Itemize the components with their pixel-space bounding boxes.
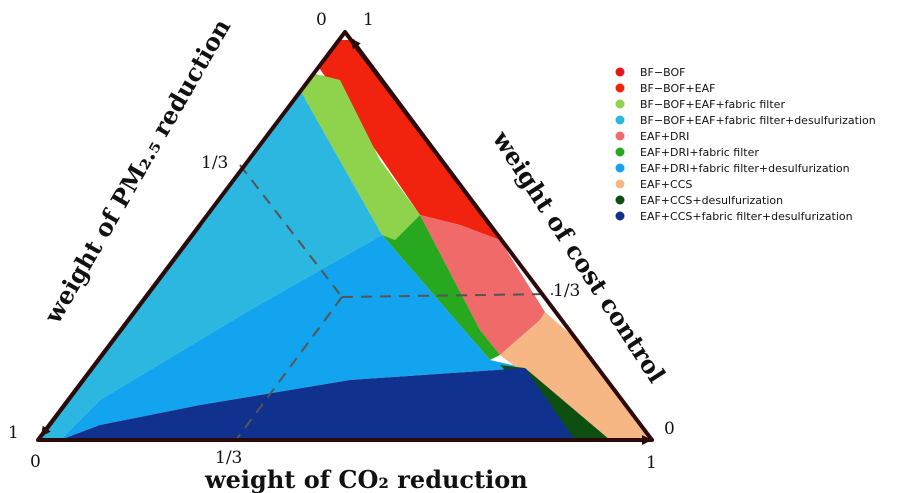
legend-marker-10 (615, 211, 625, 221)
legend-label-5: EAF+DRI (640, 130, 689, 143)
guide-line-left (239, 164, 343, 298)
legend-label-9: EAF+CCS+desulfurization (640, 194, 783, 207)
legend-label-7: EAF+DRI+fabric filter+desulfurization (640, 162, 850, 175)
tick-right-third: 1/3 (553, 281, 580, 301)
arrow-left-axis (40, 223, 202, 437)
legend-marker-2 (615, 83, 625, 93)
region-3 (300, 70, 420, 240)
legend-marker-9 (615, 195, 625, 205)
tick-bottom-left-upper: 1 (8, 423, 19, 443)
legend-marker-8 (615, 179, 625, 189)
guide-line-bottom (235, 296, 343, 441)
legend-marker-3 (615, 99, 625, 109)
region-5 (382, 215, 500, 360)
tick-bottom-left-lower: 0 (30, 452, 41, 472)
tick-bottom-right-lower: 1 (646, 453, 657, 473)
region-2 (420, 215, 545, 355)
tick-top-right: 1 (363, 10, 374, 30)
legend-marker-6 (615, 147, 625, 157)
legend-label-2: BF−BOF+EAF (640, 82, 715, 95)
tick-left-third: 1/3 (201, 153, 228, 173)
region-6 (60, 235, 525, 440)
legend-marker-1 (615, 67, 625, 77)
legend-label-1: BF−BOF (640, 66, 685, 79)
region-7 (500, 312, 652, 440)
guide-line-right (341, 293, 554, 298)
legend-marker-7 (615, 163, 625, 173)
dashed-guides (235, 164, 554, 441)
region-9 (60, 368, 575, 440)
tick-top-left: 0 (316, 10, 327, 30)
legend-marker-5 (615, 131, 625, 141)
tick-bottom-right-upper: 0 (664, 419, 675, 439)
legend-marker-4 (615, 115, 625, 125)
legend: BF−BOF BF−BOF+EAF BF−BOF+EAF+fabric filter… (615, 66, 876, 223)
legend-label-10: EAF+CCS+fabric filter+desulfurization (640, 210, 853, 223)
tick-bottom-third: 1/3 (215, 448, 242, 468)
legend-label-3: BF−BOF+EAF+fabric filter (640, 98, 785, 111)
axis-title-bottom: weight of CO₂ reduction (204, 465, 528, 493)
arrow-right-axis (350, 38, 492, 227)
legend-label-8: EAF+CCS (640, 178, 692, 191)
region-1 (300, 40, 500, 240)
legend-label-6: EAF+DRI+fabric filter (640, 146, 759, 159)
legend-label-4: BF−BOF+EAF+fabric filter+desulfurization (640, 114, 876, 127)
